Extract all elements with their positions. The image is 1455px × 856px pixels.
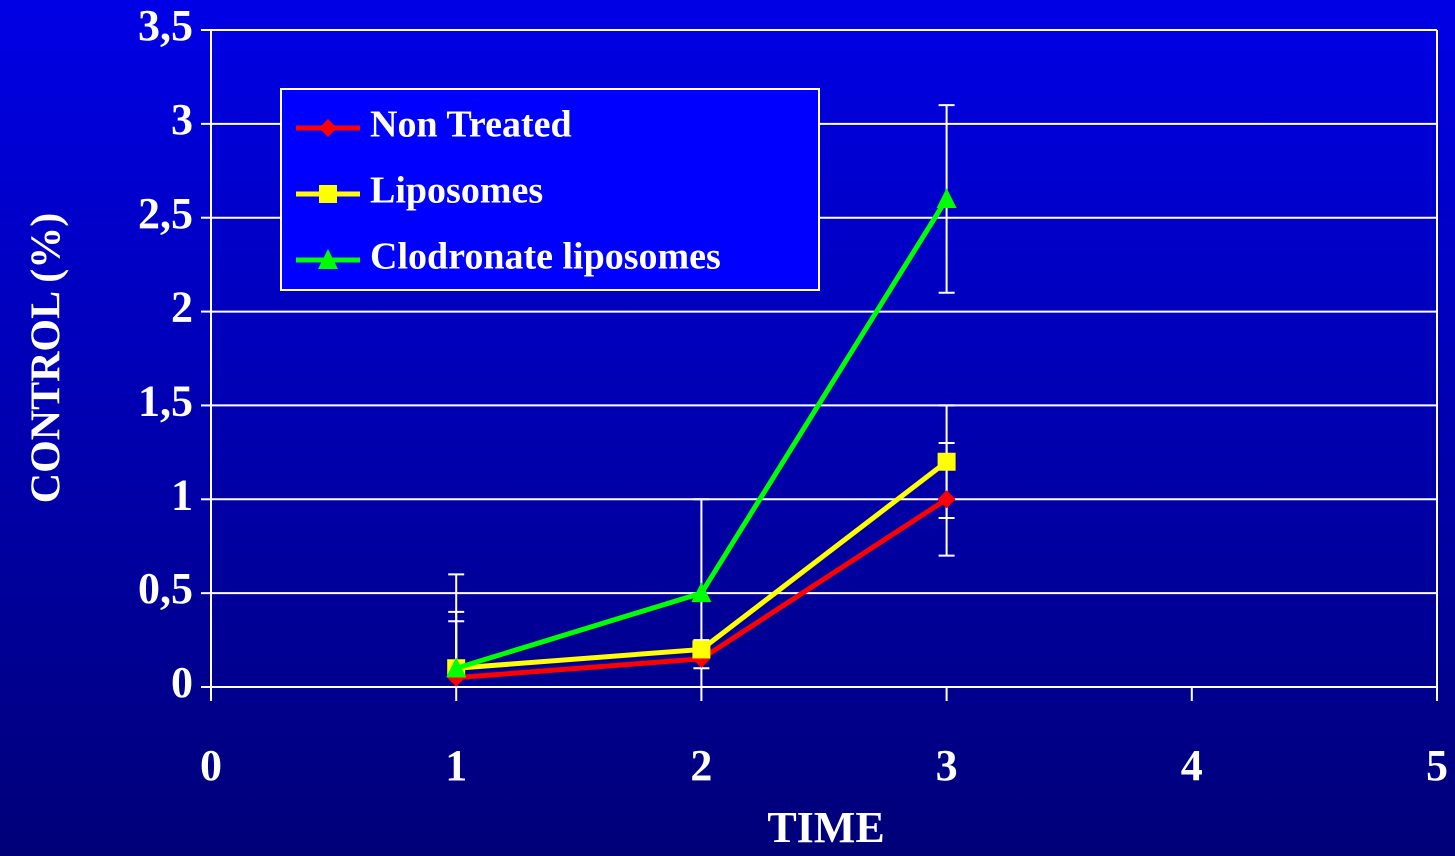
- x-tick-label: 3: [936, 741, 958, 790]
- y-tick-label: 0: [171, 658, 193, 707]
- y-tick-label: 2: [171, 283, 193, 332]
- x-axis-label: TIME: [767, 803, 884, 852]
- x-tick-label: 4: [1181, 741, 1203, 790]
- marker: [318, 249, 338, 269]
- marker: [691, 582, 712, 603]
- marker: [937, 490, 956, 509]
- x-tick-label: 1: [445, 741, 467, 790]
- x-tick-label: 2: [690, 741, 712, 790]
- marker: [692, 640, 711, 659]
- y-tick-label: 3: [171, 95, 193, 144]
- marker: [319, 119, 337, 137]
- marker: [446, 657, 467, 678]
- plot-area: [446, 104, 957, 687]
- legend-label: Clodronate liposomes: [370, 236, 721, 278]
- legend-box: [280, 88, 820, 291]
- x-tick-label: 5: [1426, 741, 1448, 790]
- marker: [319, 185, 337, 203]
- legend-label: Liposomes: [370, 170, 543, 212]
- y-tick-label: 3,5: [138, 1, 193, 50]
- y-tick-label: 1,5: [138, 377, 193, 426]
- marker: [937, 452, 956, 471]
- legend: Non Treated Liposomes Clodronate liposomes: [280, 88, 820, 291]
- legend-label: Non Treated: [370, 104, 572, 146]
- marker: [936, 187, 957, 208]
- y-tick-label: 2,5: [138, 189, 193, 238]
- y-axis-label: CONTROL (%): [24, 213, 70, 504]
- x-tick-label: 0: [200, 741, 222, 790]
- y-tick-label: 0,5: [138, 564, 193, 613]
- y-tick-label: 1: [171, 470, 193, 519]
